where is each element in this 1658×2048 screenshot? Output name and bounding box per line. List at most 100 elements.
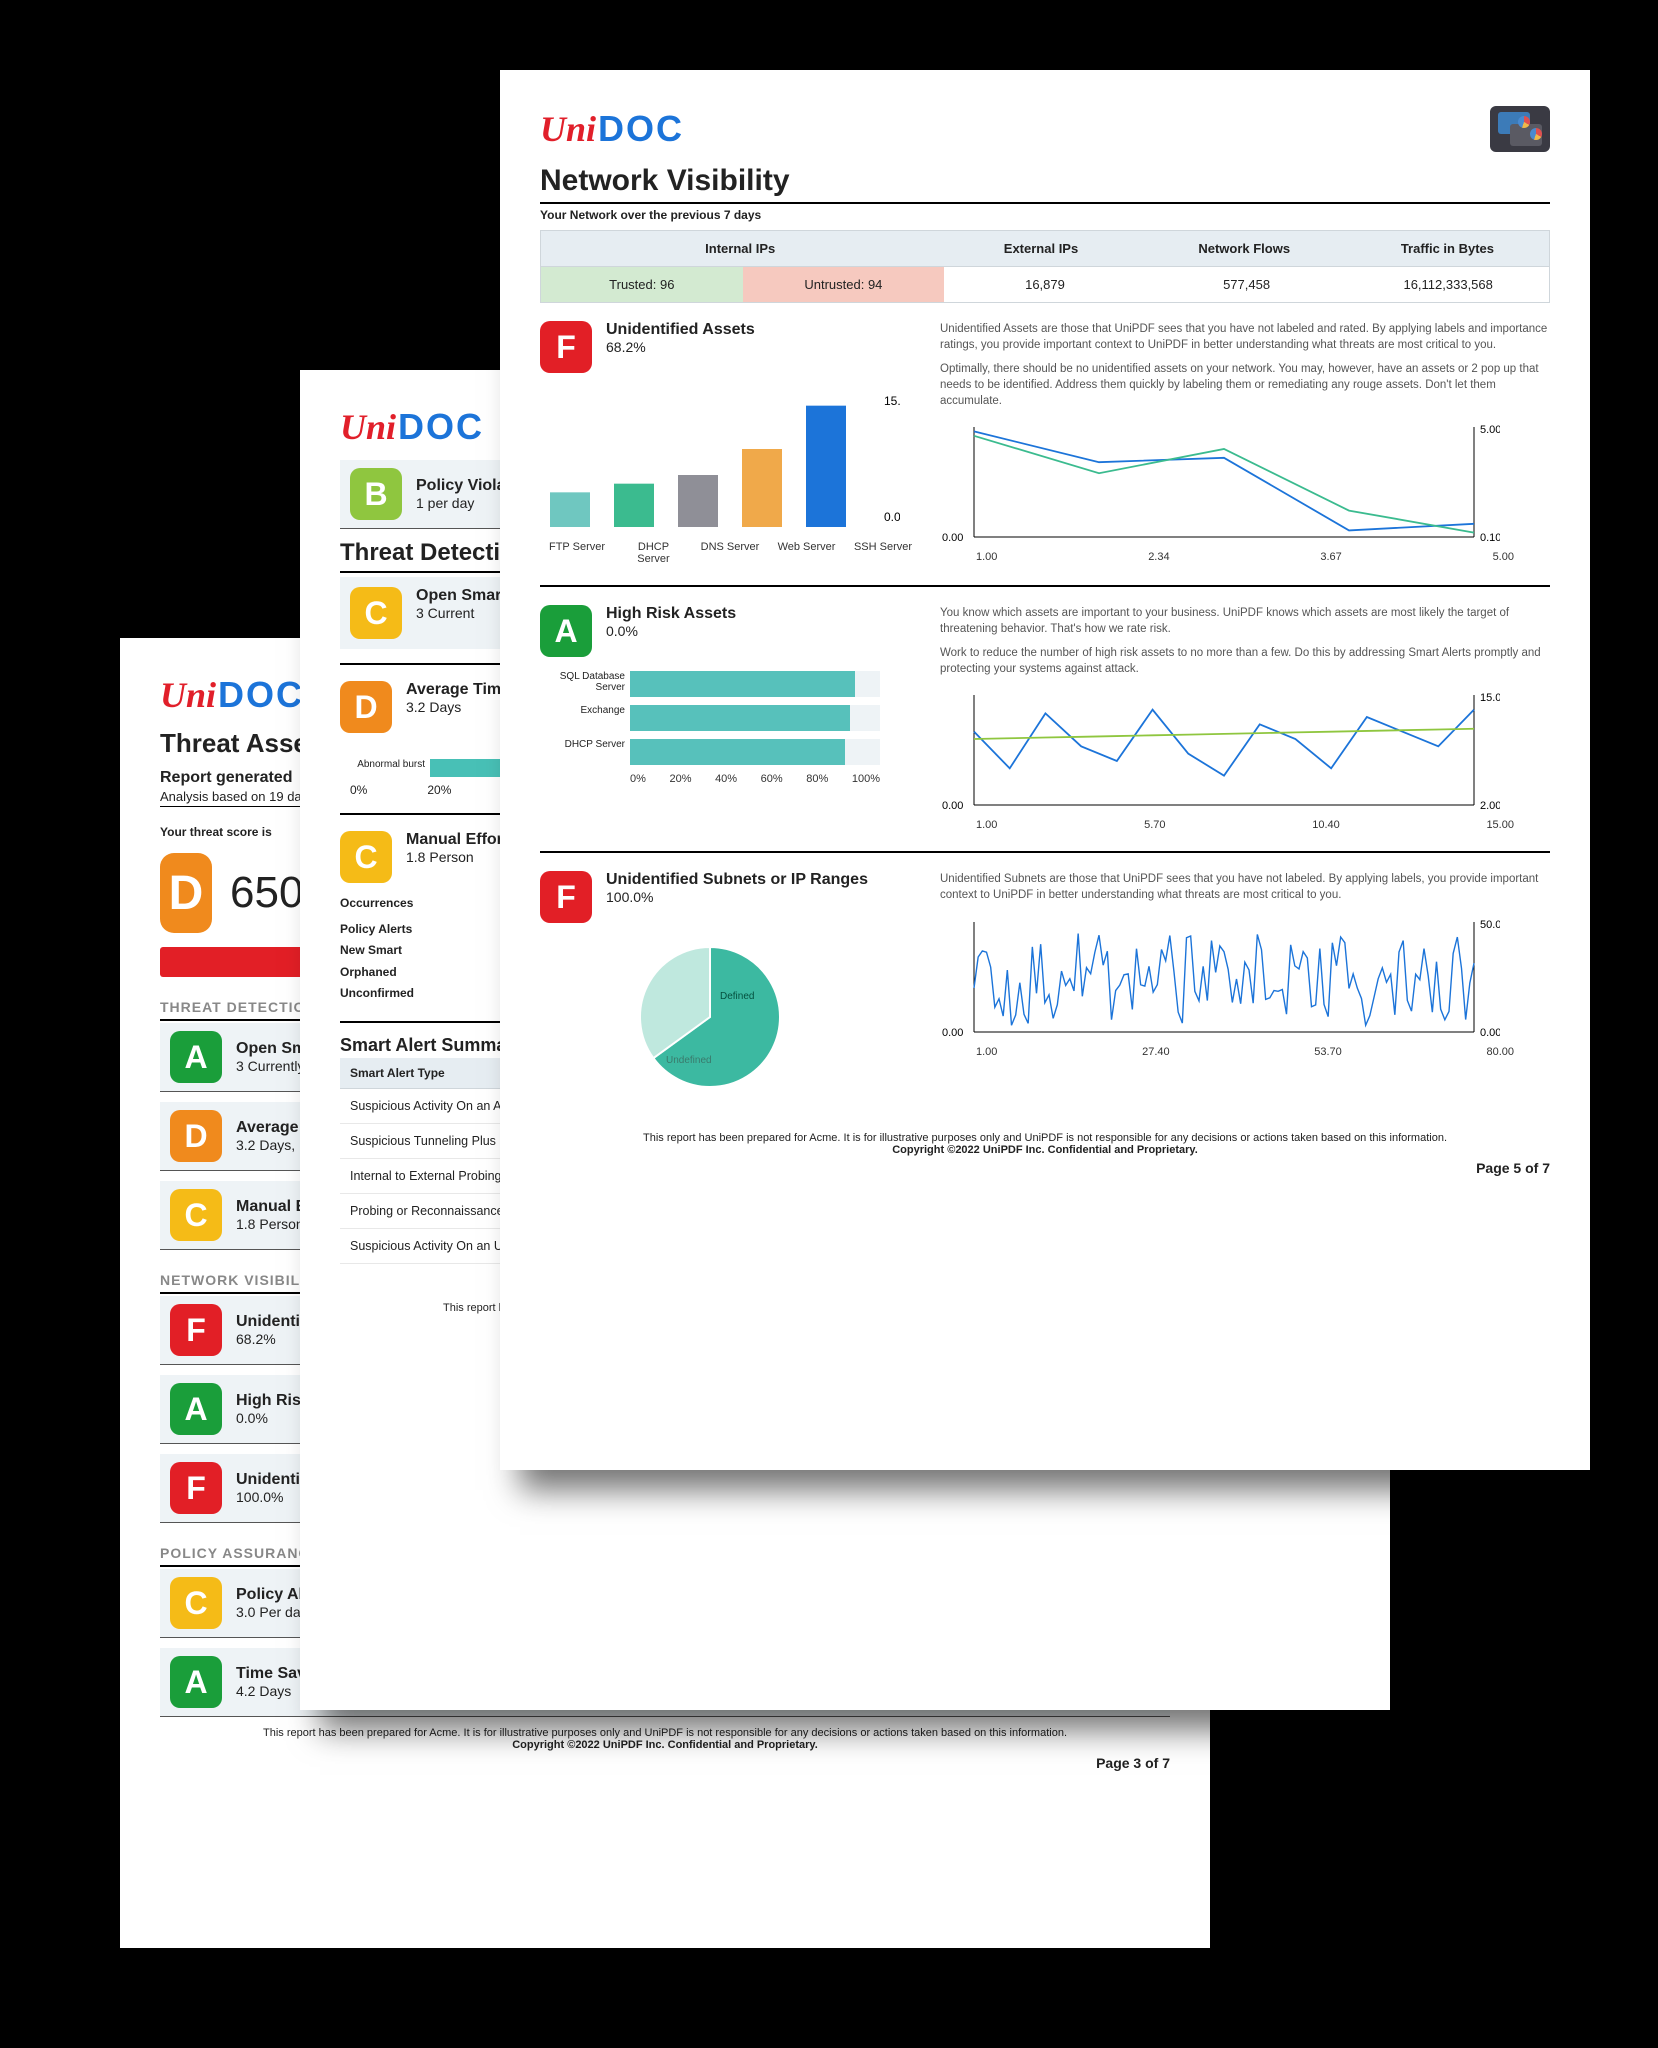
footer-disclaimer: This report has been prepared for Acme. … <box>540 1132 1550 1144</box>
svg-text:15.00: 15.00 <box>1480 692 1500 704</box>
axis-tick: 80.00 <box>1486 1046 1514 1058</box>
panel-unidentified-assets: F Unidentified Assets 68.2% 15.00 0.00 FT… <box>540 303 1550 587</box>
traffic-cell: 16,112,333,568 <box>1347 267 1549 302</box>
score-grade-badge: D <box>160 853 212 933</box>
panel-sub: 100.0% <box>606 889 868 905</box>
panel-desc: Unidentified Subnets are those that UniP… <box>940 871 1550 903</box>
page-subtitle: Your Network over the previous 7 days <box>540 208 1550 222</box>
hbar-label: SQL Database Server <box>550 671 625 693</box>
line-chart: 5.00 0.10 0.00 <box>940 417 1500 547</box>
bar-chart: 15.00 0.00 <box>540 387 900 537</box>
axis-tick: 2.34 <box>1148 551 1169 563</box>
page-number: Page 5 of 7 <box>540 1160 1550 1176</box>
panel-desc: Optimally, there should be no unidentifi… <box>940 361 1550 409</box>
grade-badge: A <box>170 1031 222 1083</box>
footer-copyright: Copyright ©2022 UniPDF Inc. Confidential… <box>160 1739 1170 1751</box>
grade-badge: C <box>340 831 392 883</box>
panel-sub: 0.0% <box>606 623 736 639</box>
axis-tick: 1.00 <box>976 1046 997 1058</box>
panel-sub: 68.2% <box>606 339 755 355</box>
grade-badge: F <box>540 871 592 923</box>
grade-badge: C <box>170 1189 222 1241</box>
axis-tick: 0% <box>350 783 367 797</box>
logo-uni: Uni <box>540 108 596 150</box>
col-internal: Internal IPs <box>541 231 939 266</box>
panel-title: High Risk Assets <box>606 605 736 623</box>
svg-text:0.00: 0.00 <box>942 532 963 544</box>
panel-title: Unidentified Subnets or IP Ranges <box>606 871 868 889</box>
axis-tick: 40% <box>715 773 737 785</box>
axis-tick: DHCP Server <box>623 541 685 565</box>
page-title: Network Visibility <box>540 164 1550 204</box>
item-sub: 1.8 Person <box>406 849 508 865</box>
svg-text:0.00: 0.00 <box>884 510 900 524</box>
panel-high-risk-assets: A High Risk Assets 0.0% SQL Database Ser… <box>540 587 1550 853</box>
hbar-chart: SQL Database ServerExchangeDHCP Server <box>630 671 880 765</box>
footer-disclaimer: This report has been prepared for Acme. … <box>160 1727 1170 1739</box>
panel-unidentified-subnets: F Unidentified Subnets or IP Ranges 100.… <box>540 853 1550 1122</box>
dashboard-icon <box>1490 106 1550 152</box>
footer: This report has been prepared for Acme. … <box>540 1132 1550 1156</box>
axis-tick: 60% <box>761 773 783 785</box>
axis-tick: 5.70 <box>1144 819 1165 831</box>
grade-badge: C <box>170 1577 222 1629</box>
item-title: Manual Effort <box>406 831 508 849</box>
hbar-label: DHCP Server <box>550 739 625 750</box>
netvis-header: Internal IPs External IPs Network Flows … <box>540 230 1550 267</box>
svg-text:0.00: 0.00 <box>1480 1027 1500 1039</box>
item-sub: 0.0% <box>236 1410 310 1426</box>
logo: Uni DOC <box>540 106 1550 152</box>
logo-uni: Uni <box>340 406 396 448</box>
axis-tick: SSH Server <box>852 541 914 565</box>
logo-uni: Uni <box>160 674 216 716</box>
col-traffic: Traffic in Bytes <box>1346 231 1549 266</box>
axis-tick: FTP Server <box>546 541 608 565</box>
logo-doc: DOC <box>218 674 304 716</box>
line-chart: 50.000.000.00 <box>940 912 1500 1042</box>
grade-badge: A <box>170 1383 222 1435</box>
untrusted-cell: Untrusted: 94 <box>743 267 945 302</box>
score-value: 650 <box>230 868 303 918</box>
grade-badge: B <box>350 468 402 520</box>
axis-tick: 100% <box>852 773 880 785</box>
svg-text:15.00: 15.00 <box>884 394 900 408</box>
grade-badge: A <box>540 605 592 657</box>
grade-badge: F <box>170 1304 222 1356</box>
svg-text:5.00: 5.00 <box>1480 424 1500 436</box>
report-page-5: Uni DOC Network Visibility Your Network … <box>500 70 1590 1470</box>
panel-desc: You know which assets are important to y… <box>940 605 1550 637</box>
svg-text:Undefined: Undefined <box>666 1055 712 1066</box>
panel-title: Unidentified Assets <box>606 321 755 339</box>
svg-text:Defined: Defined <box>720 991 754 1002</box>
axis-tick: 3.67 <box>1320 551 1341 563</box>
flows-cell: 577,458 <box>1146 267 1348 302</box>
svg-text:0.10: 0.10 <box>1480 532 1500 544</box>
footer-copyright: Copyright ©2022 UniPDF Inc. Confidential… <box>540 1144 1550 1156</box>
svg-text:50.00: 50.00 <box>1480 919 1500 931</box>
trusted-cell: Trusted: 96 <box>541 267 743 302</box>
logo-doc: DOC <box>398 406 484 448</box>
grade-badge: D <box>340 681 392 733</box>
item-sub: 3.2 Days <box>406 699 510 715</box>
axis-tick: 80% <box>806 773 828 785</box>
axis-tick: 1.00 <box>976 819 997 831</box>
hbar-label: Abnormal burst <box>350 759 425 770</box>
col-flows: Network Flows <box>1143 231 1346 266</box>
panel-desc: Unidentified Assets are those that UniPD… <box>940 321 1550 353</box>
axis-tick: 1.00 <box>976 551 997 563</box>
external-cell: 16,879 <box>944 267 1146 302</box>
axis-tick: 20% <box>427 783 451 797</box>
axis-tick: 20% <box>669 773 691 785</box>
axis-tick: 15.00 <box>1486 819 1514 831</box>
page-number: Page 3 of 7 <box>160 1755 1170 1771</box>
grade-badge: F <box>540 321 592 373</box>
netvis-values: Trusted: 96 Untrusted: 94 16,879 577,458… <box>540 267 1550 303</box>
axis-tick: 10.40 <box>1312 819 1340 831</box>
axis-tick: DNS Server <box>699 541 761 565</box>
grade-badge: F <box>170 1462 222 1514</box>
pie-chart: Defined Undefined <box>620 937 820 1097</box>
svg-text:2.00: 2.00 <box>1480 800 1500 812</box>
line-chart: 15.002.000.00 <box>940 685 1500 815</box>
hbar-label: Exchange <box>550 705 625 716</box>
item-title: Average Time <box>406 681 510 699</box>
